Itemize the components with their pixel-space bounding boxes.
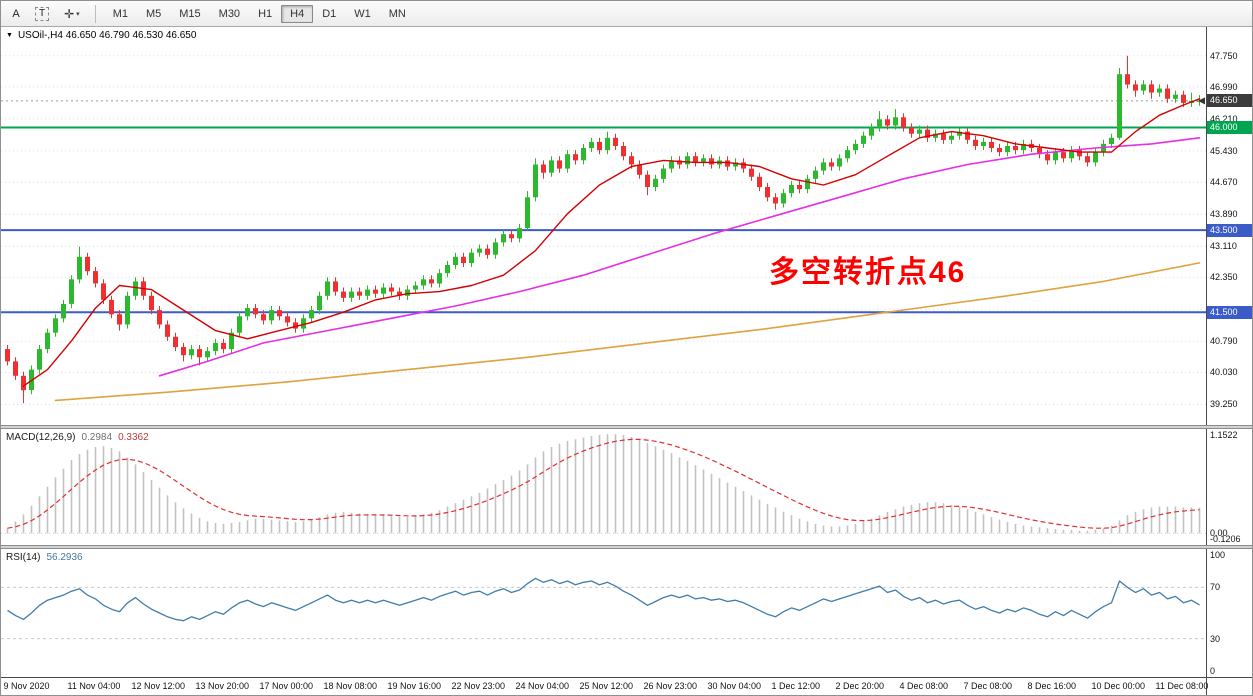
price-badge-46000: 46.000 <box>1207 121 1252 135</box>
rsi-axis[interactable]: 100 70 30 0 <box>1206 549 1252 677</box>
rsi-axis-label: 100 <box>1210 550 1226 560</box>
price-badge-43500: 43.500 <box>1207 223 1252 237</box>
tf-button-m15[interactable]: M15 <box>179 7 201 20</box>
tf-button-h4[interactable]: H4 <box>281 4 314 23</box>
tf-button-m5[interactable]: M5 <box>145 7 162 20</box>
time-axis-label: 9 Nov 2020 <box>3 681 50 691</box>
rsi-label: RSI(14) 56.2936 <box>6 552 83 563</box>
macd-axis-label: 0.00 <box>1210 528 1228 539</box>
crosshair-icon: ✛ <box>64 6 75 21</box>
tf-button-m1[interactable]: M1 <box>112 7 128 20</box>
macd-panel[interactable]: MACD(12,26,9) 0.2984 0.3362 <box>1 429 1206 545</box>
macd-axis[interactable]: 1.1522 0.00 -0.1206 <box>1206 429 1252 545</box>
text-tool-icon: T <box>35 6 50 21</box>
time-axis-label: 17 Nov 00:00 <box>259 681 314 691</box>
price-axis-label: 44.670 <box>1210 177 1238 188</box>
toolbar: A T ✛ ▾ M1 M5 M15 M30 H1 H4 D1 W1 MN <box>1 1 1252 27</box>
time-axis-label: 1 Dec 12:00 <box>771 681 821 691</box>
time-axis-label: 22 Nov 23:00 <box>451 681 506 691</box>
rsi-canvas[interactable] <box>1 549 1206 677</box>
chart-title-text: USOil-,H4 46.650 46.790 46.530 46.650 <box>17 30 197 41</box>
chevron-down-icon: ▾ <box>76 10 80 18</box>
time-axis-label: 30 Nov 04:00 <box>707 681 762 691</box>
price-axis-label: 46.990 <box>1210 81 1238 92</box>
timeframe-group: M1 M5 M15 M30 H1 H4 D1 W1 MN <box>104 4 415 23</box>
time-axis-label: 7 Dec 08:00 <box>963 681 1013 691</box>
time-axis-label: 19 Nov 16:00 <box>387 681 442 691</box>
macd-row: MACD(12,26,9) 0.2984 0.3362 1.1522 0.00 -0.1… <box>1 429 1252 545</box>
price-badge-41500: 41.500 <box>1207 305 1252 319</box>
candles-group <box>5 55 1202 404</box>
arrow-tool-label: A <box>12 7 20 20</box>
time-axis[interactable]: 9 Nov 2020 11 Nov 04:00 12 Nov 12:00 13 Nov… <box>1 677 1209 695</box>
price-axis-label: 43.890 <box>1210 209 1238 220</box>
rsi-line <box>7 577 1200 622</box>
tf-button-d1[interactable]: D1 <box>322 7 337 20</box>
main-chart-panel[interactable]: ▼ USOil-,H4 46.650 46.790 46.530 46.650 … <box>1 27 1206 425</box>
price-axis-label: 40.030 <box>1210 367 1238 378</box>
time-axis-label: 18 Nov 08:00 <box>323 681 378 691</box>
main-chart-canvas[interactable] <box>1 27 1206 425</box>
time-axis-row: 9 Nov 2020 11 Nov 04:00 12 Nov 12:00 13 Nov… <box>1 677 1252 695</box>
time-axis-label: 26 Nov 23:00 <box>643 681 698 691</box>
time-axis-label: 2 Dec 20:00 <box>835 681 885 691</box>
rsi-axis-label: 30 <box>1210 633 1221 644</box>
chart-title: ▼ USOil-,H4 46.650 46.790 46.530 46.650 <box>6 30 196 41</box>
price-badge-46650: 46.650 <box>1207 94 1252 108</box>
time-axis-label: 24 Nov 04:00 <box>515 681 570 691</box>
ma-red-line <box>22 98 1201 387</box>
tf-button-m30[interactable]: M30 <box>218 7 241 20</box>
rsi-row: RSI(14) 56.2936 100 70 30 0 <box>1 549 1252 677</box>
time-axis-label: 10 Dec 00:00 <box>1091 681 1146 691</box>
macd-axis-label: -0.1206 <box>1210 534 1241 544</box>
rsi-panel[interactable]: RSI(14) 56.2936 <box>1 549 1206 677</box>
time-axis-label: 11 Nov 04:00 <box>67 681 121 691</box>
tf-button-w1[interactable]: W1 <box>354 7 371 20</box>
toolbar-separator <box>94 4 96 23</box>
main-chart-row: ▼ USOil-,H4 46.650 46.790 46.530 46.650 … <box>1 27 1252 425</box>
macd-label: MACD(12,26,9) 0.2984 0.3362 <box>6 432 149 443</box>
time-axis-label: 4 Dec 08:00 <box>899 681 949 691</box>
panel-separator-macd[interactable] <box>1 425 1252 429</box>
panel-separator-rsi[interactable] <box>1 545 1252 549</box>
price-axis-label: 39.250 <box>1210 399 1238 410</box>
tf-button-mn[interactable]: MN <box>388 7 406 20</box>
price-axis-label: 40.790 <box>1210 336 1238 347</box>
macd-canvas[interactable] <box>1 429 1206 545</box>
crosshair-tool-button[interactable]: ✛ ▾ <box>57 4 87 24</box>
price-axis-main[interactable]: 47.750 46.990 46.210 45.430 44.670 43.890 43.1… <box>1206 27 1252 425</box>
last-price-marker <box>1198 97 1205 105</box>
rsi-value: 56.2936 <box>46 552 83 563</box>
tf-button-h1[interactable]: H1 <box>258 7 273 20</box>
annotation-text[interactable]: 多空转折点46 <box>769 256 967 289</box>
macd-axis-label: 1.1522 <box>1210 430 1238 440</box>
rsi-axis-label: 70 <box>1210 582 1221 593</box>
axis-corner <box>1206 677 1252 695</box>
price-axis-label: 43.110 <box>1210 241 1237 252</box>
price-axis-label: 46.210 <box>1210 113 1238 124</box>
support-resistance-lines <box>1 126 1206 314</box>
time-axis-label: 12 Nov 12:00 <box>131 681 186 691</box>
rsi-level-lines <box>1 586 1206 640</box>
macd-signal-line <box>7 438 1200 529</box>
macd-value-main: 0.2984 <box>81 432 113 443</box>
arrow-tool-button[interactable]: A <box>5 4 27 24</box>
ma-magenta-line <box>158 137 1201 377</box>
price-axis-label: 45.430 <box>1210 145 1238 156</box>
time-axis-label: 11 Dec 08:00 <box>1155 681 1209 691</box>
time-axis-label: 13 Nov 20:00 <box>195 681 250 691</box>
text-tool-button[interactable]: T <box>28 4 56 24</box>
macd-name: MACD(12,26,9) <box>6 432 76 443</box>
rsi-name: RSI(14) <box>6 552 41 563</box>
time-axis-label: 8 Dec 16:00 <box>1027 681 1077 691</box>
rsi-axis-label: 0 <box>1210 666 1216 676</box>
price-axis-label: 47.750 <box>1210 50 1238 61</box>
ma-orange-line <box>54 262 1201 402</box>
macd-histogram <box>6 434 1201 534</box>
chart-dropdown-icon[interactable]: ▼ <box>6 32 13 39</box>
price-axis-label: 42.350 <box>1210 272 1238 283</box>
time-axis-label: 25 Nov 12:00 <box>579 681 634 691</box>
macd-value-signal: 0.3362 <box>118 432 149 443</box>
